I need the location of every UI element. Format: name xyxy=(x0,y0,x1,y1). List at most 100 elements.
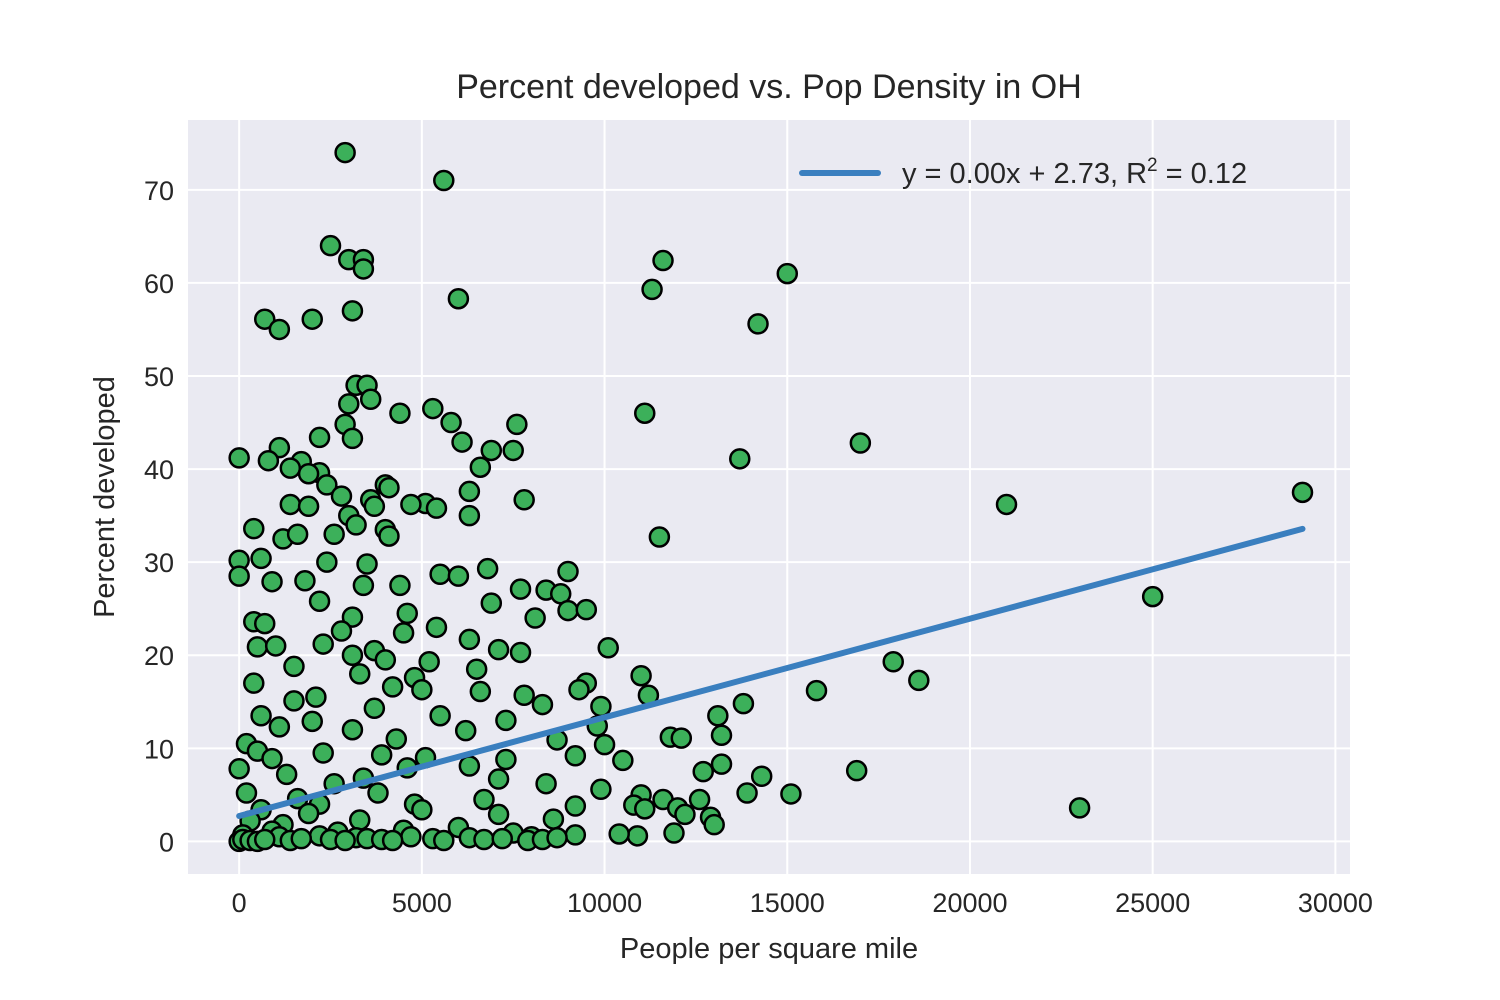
data-point xyxy=(257,449,280,472)
x-tick-label: 15000 xyxy=(750,888,825,918)
data-point xyxy=(392,622,415,644)
data-point xyxy=(363,697,386,720)
data-point xyxy=(312,633,334,655)
x-tick-label: 30000 xyxy=(1298,888,1373,918)
data-point xyxy=(378,476,400,499)
data-point xyxy=(710,753,733,775)
data-point xyxy=(348,809,371,831)
data-point xyxy=(312,742,334,764)
legend-label-superscript: 2 xyxy=(1147,155,1158,176)
data-point xyxy=(268,716,291,738)
fit-line xyxy=(236,525,1306,820)
data-point xyxy=(389,574,411,597)
data-point xyxy=(524,607,546,629)
data-point xyxy=(228,565,250,587)
data-point xyxy=(283,655,305,678)
data-point xyxy=(634,798,656,820)
data-point xyxy=(305,686,327,708)
data-point xyxy=(261,570,283,593)
data-point xyxy=(243,672,265,694)
data-point xyxy=(495,709,517,732)
data-point xyxy=(286,523,309,545)
data-point xyxy=(513,684,535,707)
data-point xyxy=(422,397,444,420)
data-point xyxy=(454,719,477,742)
data-point xyxy=(363,495,386,518)
data-point xyxy=(506,413,528,436)
data-point xyxy=(805,679,828,702)
data-point xyxy=(228,447,250,469)
y-tick-label: 10 xyxy=(144,734,174,764)
data-point xyxy=(542,808,565,830)
data-point xyxy=(253,612,276,635)
data-point xyxy=(487,638,510,661)
data-point xyxy=(268,318,291,341)
legend-label: y = 0.00x + 2.73, R2 = 0.12 xyxy=(902,155,1247,190)
legend-label-suffix: = 0.12 xyxy=(1158,158,1248,190)
data-point xyxy=(458,480,481,503)
y-tick-label: 30 xyxy=(144,548,174,578)
data-point xyxy=(564,795,587,817)
y-tick-label: 40 xyxy=(144,455,174,485)
data-point xyxy=(729,448,751,470)
data-point xyxy=(348,663,371,685)
data-point xyxy=(1068,797,1091,819)
y-tick-label: 50 xyxy=(144,362,174,392)
x-tick-label: 20000 xyxy=(932,888,1007,918)
data-point xyxy=(400,826,422,848)
data-point xyxy=(630,664,652,687)
data-point xyxy=(908,669,930,692)
data-point xyxy=(480,439,503,462)
y-tick-label: 20 xyxy=(144,641,174,671)
data-point xyxy=(882,651,904,673)
data-point xyxy=(626,825,649,847)
data-point xyxy=(458,504,481,527)
data-point xyxy=(345,514,367,536)
data-point xyxy=(334,141,356,164)
data-point xyxy=(780,783,802,805)
y-tick-label: 0 xyxy=(159,827,174,857)
data-point xyxy=(264,635,287,657)
data-point xyxy=(330,620,353,642)
data-point xyxy=(692,760,714,783)
data-point xyxy=(250,705,272,727)
data-point xyxy=(429,563,451,586)
data-point xyxy=(367,782,389,804)
data-point xyxy=(776,262,799,285)
data-point xyxy=(374,649,397,671)
y-tick-labels: 0 10 20 30 40 50 60 70 xyxy=(144,176,174,858)
data-point xyxy=(732,692,755,715)
data-point xyxy=(261,747,283,770)
x-axis-label: People per square mile xyxy=(620,933,918,965)
data-point xyxy=(425,497,448,519)
x-tick-label: 0 xyxy=(232,888,247,918)
data-point xyxy=(334,829,356,852)
data-point xyxy=(385,728,408,750)
data-point xyxy=(568,678,590,701)
data-point xyxy=(246,636,269,658)
data-point xyxy=(557,599,579,622)
data-point xyxy=(389,402,411,424)
data-point xyxy=(411,799,433,821)
data-point xyxy=(575,598,598,621)
data-point xyxy=(378,525,400,547)
data-point xyxy=(487,768,510,790)
data-point xyxy=(465,658,488,680)
data-point xyxy=(663,822,685,844)
data-point xyxy=(597,637,619,659)
x-tick-labels: 0 5000 10000 15000 20000 25000 30000 xyxy=(232,888,1373,918)
y-tick-label: 70 xyxy=(144,176,174,206)
data-point xyxy=(480,592,503,614)
data-point xyxy=(297,495,320,518)
data-point xyxy=(283,690,305,712)
data-point xyxy=(1291,481,1314,504)
data-point xyxy=(535,772,557,795)
data-point xyxy=(531,693,554,716)
x-tick-label: 10000 xyxy=(567,888,642,918)
data-point xyxy=(425,616,448,639)
data-point xyxy=(253,828,276,851)
data-point xyxy=(707,705,729,727)
data-point xyxy=(308,590,331,613)
data-point xyxy=(228,758,250,780)
